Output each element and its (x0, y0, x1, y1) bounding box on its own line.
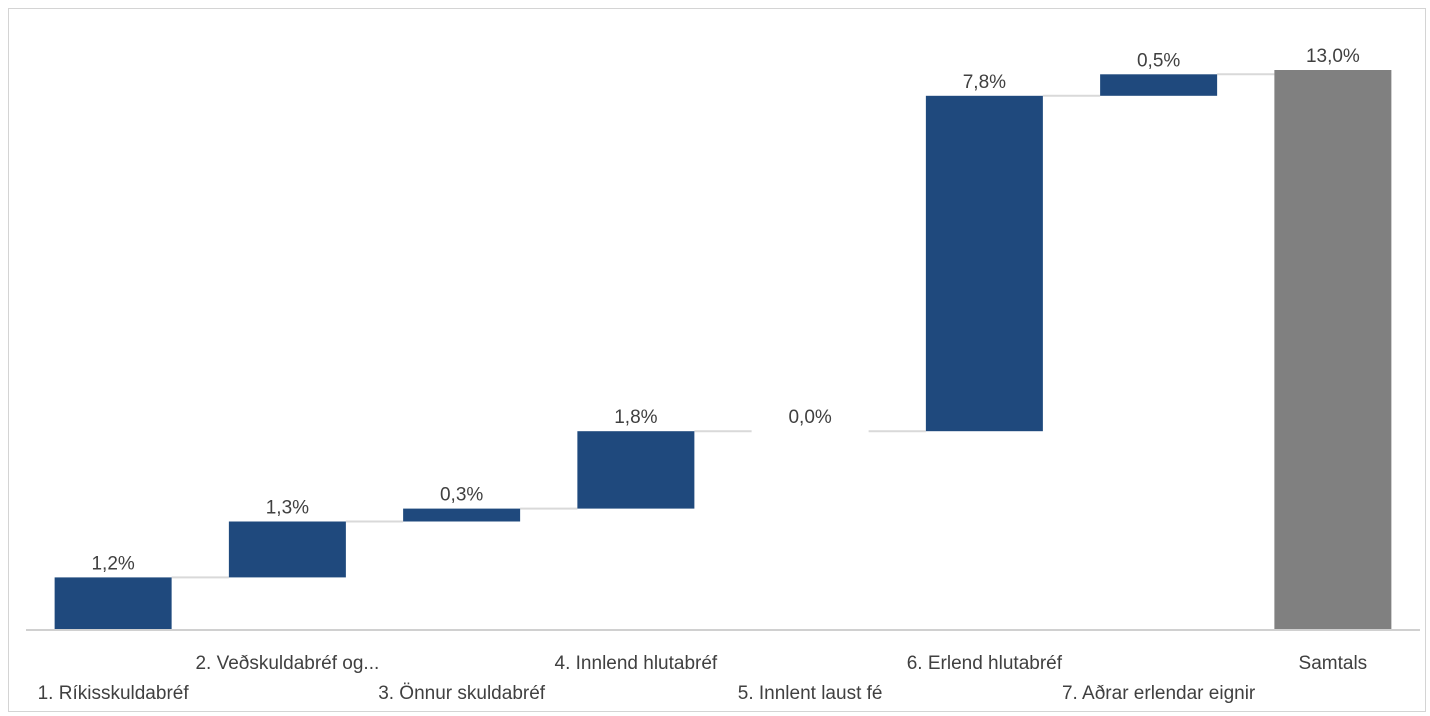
category-label-2: 2. Veðskuldabréf og... (195, 653, 379, 674)
category-label-3: 3. Önnur skuldabréf (378, 683, 546, 704)
bar-1 (54, 577, 172, 629)
category-label-7: 7. Aðrar erlendar eignir (1062, 683, 1256, 704)
bar-7 (1100, 74, 1218, 96)
category-label-8: Samtals (1299, 653, 1368, 674)
value-label-8: 13,0% (1306, 46, 1360, 67)
value-label-1: 1,2% (91, 553, 134, 574)
value-labels: 1,2% 1,3% 0,3% 1,8% 0,0% 7,8% 0,5% 13,0% (91, 46, 1359, 574)
category-label-1: 1. Ríkisskuldabréf (38, 683, 190, 704)
value-label-3: 0,3% (440, 485, 483, 506)
bar-3 (403, 508, 521, 522)
value-label-7: 0,5% (1137, 50, 1180, 71)
value-label-5: 0,0% (788, 407, 831, 428)
connector-lines (171, 73, 1275, 579)
bar-4 (577, 431, 695, 509)
category-label-4: 4. Innlend hlutabréf (555, 653, 718, 674)
bar-2 (228, 521, 346, 578)
bar-6 (925, 95, 1043, 432)
category-label-6: 6. Erlend hlutabréf (907, 653, 1063, 674)
value-label-2: 1,3% (266, 498, 309, 519)
value-label-4: 1,8% (614, 407, 657, 428)
category-label-5: 5. Innlent laust fé (738, 683, 883, 704)
bar-8 (1274, 70, 1392, 629)
value-label-6: 7,8% (963, 72, 1006, 93)
chart-frame (8, 8, 1426, 712)
bars (54, 70, 1392, 629)
